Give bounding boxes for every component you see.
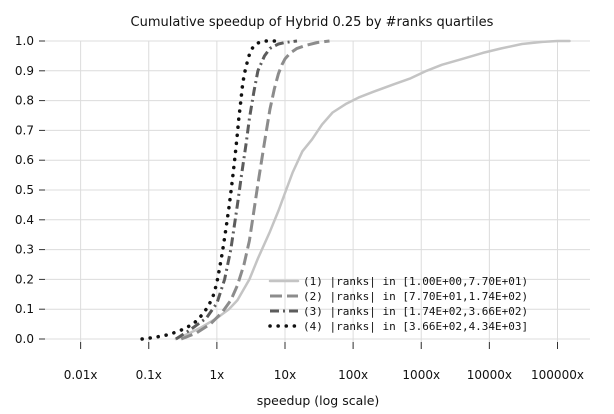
x-tick-label: 100x [338,368,368,382]
x-axis-label: speedup (log scale) [257,393,380,408]
x-tick-label: 100000x [531,368,584,382]
legend-label-1: (1) |ranks| in [1.00E+00,7.70E+01) [303,275,528,288]
y-tick-label: 0.9 [15,64,34,78]
y-tick-label: 0.5 [15,183,34,197]
y-tick-labels: 0.0 0.1 0.2 0.3 0.4 0.5 0.6 0.7 0.8 0.9 1.0 [15,34,45,346]
series-line-2 [180,39,330,341]
y-tick-label: 0.3 [15,243,34,257]
chart-title: Cumulative speedup of Hybrid 0.25 by #ra… [131,15,494,30]
x-tick-label: 0.01x [64,368,98,382]
legend-label-4: (4) |ranks| in [3.66E+02,4.34E+03] [303,320,528,333]
y-tick-label: 0.6 [15,153,34,167]
x-tick-labels: 0.01x 0.1x 1x 10x 100x 1000x 10000x 100000x [64,342,584,382]
y-tick-label: 1.0 [15,34,34,48]
grid-lines [45,40,590,349]
x-tick-label: 0.1x [136,368,162,382]
y-tick-label: 0.8 [15,94,34,108]
legend-label-3: (3) |ranks| in [1.74E+02,3.66E+02) [303,305,528,318]
y-tick-label: 0.2 [15,272,34,286]
x-tick-label: 1000x [402,368,440,382]
series-line-4 [140,39,281,341]
x-tick-label: 1x [209,368,224,382]
y-tick-label: 0.4 [15,213,34,227]
x-tick-label: 10x [274,368,296,382]
series-lines [140,39,571,341]
legend-label-2: (2) |ranks| in [7.70E+01,1.74E+02) [303,290,528,303]
y-tick-label: 0.1 [15,302,34,316]
x-tick-label: 10000x [467,368,512,382]
series-line-1 [174,39,571,341]
y-tick-label: 0.0 [15,332,34,346]
y-tick-label: 0.7 [15,123,34,137]
legend: (1) |ranks| in [1.00E+00,7.70E+01) (2) |r… [268,275,528,333]
